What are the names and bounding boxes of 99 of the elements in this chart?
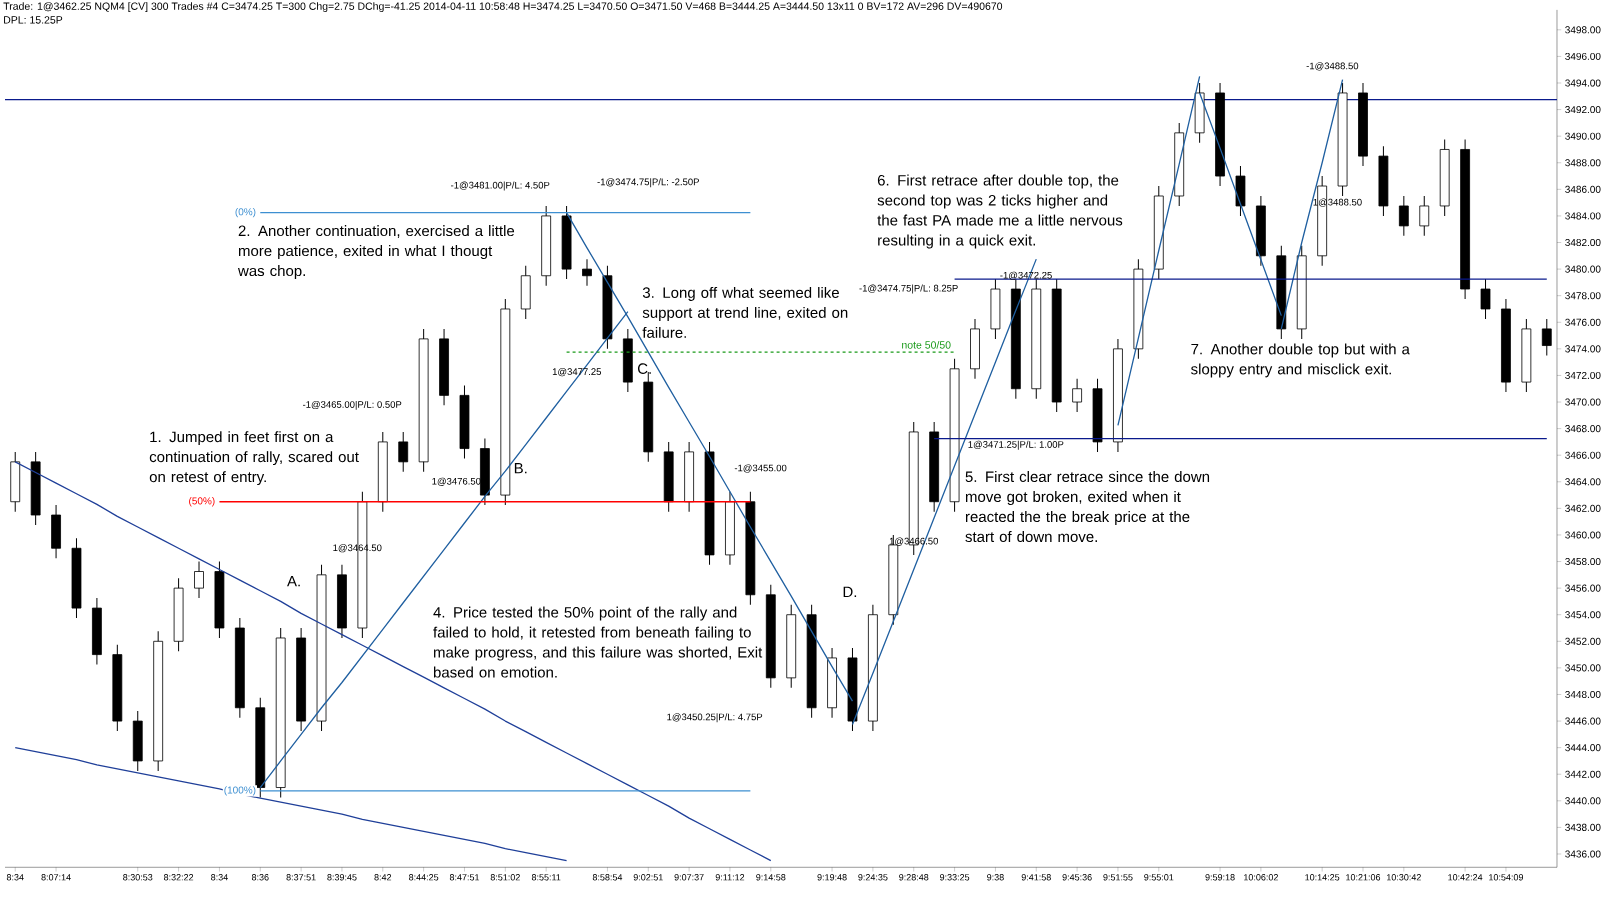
y-tick-label: 3456.00 (1565, 584, 1601, 592)
x-tick-label: 9:07:37 (674, 874, 704, 881)
annotation: 1@3471.25|P/L: 1.00P (968, 440, 1064, 450)
y-tick-label: 3478.00 (1565, 292, 1601, 300)
annotation: -1@3474.75|P/L: 8.25P (859, 284, 958, 294)
y-tick-label: 3448.00 (1565, 690, 1601, 699)
x-tick-label: 9:41:58 (1021, 874, 1051, 881)
x-tick-label: 8:44:25 (409, 874, 439, 881)
x-tick-label: 10:42:24 (1448, 874, 1483, 881)
annotation: -1@3465.00|P/L: 0.50P (302, 400, 402, 410)
annotation: 3. Long off what seemed like support at trend line, exited on failure. (642, 286, 848, 338)
x-tick-label: 8:32:22 (163, 874, 194, 881)
x-tick-label: 10:14:25 (1305, 874, 1340, 881)
series-label: note 50/50 (902, 340, 951, 349)
annotation: 6. First retrace after double top, the second top was 2 ticks higher and the fast PA made me a little nervous resulting in a quick exit. (877, 174, 1123, 249)
chart-title: Trade: 1@3462.25 NQM4 [CV] 300 Trades #4 C=3474.25 T=300 Chg=2.75 DChg=-41.25 2014-04-11 10:58:48 H=3474.25 L=3470.50 O=3471.50 V=468 B=3444.25 A=3444.50 13x11 0 BV=172 AV=296 DV=490670 (3, 2, 1003, 12)
candlestick (398, 431, 409, 473)
candlestick (1398, 195, 1409, 237)
annotation: 1. Jumped in feet first on a continuation of rally, scared out on retest of entry. (149, 431, 359, 486)
y-tick-label: 3440.00 (1565, 797, 1601, 805)
y-tick-label: 3482.00 (1565, 238, 1601, 247)
x-tick-label: 9:55:01 (1144, 874, 1174, 881)
y-tick-label: 3488.00 (1565, 159, 1601, 167)
x-tick-label: 10:30:42 (1387, 874, 1421, 881)
candlestick (1480, 278, 1491, 320)
annotation: A. (287, 576, 300, 587)
annotation: 1@3450.25|P/L: 4.75P (667, 713, 763, 723)
x-tick-label: 9:02:51 (633, 874, 663, 881)
y-tick-label: 3436.00 (1565, 850, 1601, 858)
x-tick-label: 8:34 (6, 874, 24, 881)
y-tick-label: 3466.00 (1565, 451, 1601, 459)
annotation: D. (843, 586, 857, 597)
y-tick-label: 3484.00 (1565, 212, 1601, 220)
candlestick (1419, 195, 1430, 237)
x-tick-label: 9:14:58 (756, 874, 786, 881)
y-tick-label: 3464.00 (1565, 478, 1601, 486)
x-tick-label: 8:42 (374, 874, 392, 881)
y-tick-label: 3494.00 (1565, 79, 1601, 87)
y-tick-label: 3476.00 (1565, 318, 1601, 326)
y-tick-label: 3454.00 (1565, 611, 1601, 619)
y-tick-label: 3492.00 (1565, 106, 1601, 114)
y-tick-label: 3468.00 (1565, 425, 1601, 433)
x-tick-label: 9:59:18 (1205, 874, 1235, 881)
y-tick-label: 3490.00 (1565, 132, 1601, 140)
x-tick-label: 8:07:14 (41, 874, 71, 881)
candlestick (194, 561, 204, 599)
candlestick (582, 258, 592, 287)
x-tick-label: 9:24:35 (858, 874, 888, 881)
x-tick-label: 10:21:06 (1346, 874, 1381, 881)
x-tick-label: 8:36 (251, 874, 269, 881)
annotation: 5. First clear retrace since the down move got broken, exited when it reacted the the break price at the start of down move. (965, 471, 1210, 543)
y-tick-label: 3486.00 (1565, 185, 1601, 193)
x-tick-label: 9:19:48 (817, 874, 847, 881)
annotation: -1@3488.50 (1306, 62, 1359, 71)
y-tick-label: 3498.00 (1565, 26, 1601, 34)
candlestick (1541, 318, 1552, 356)
annotation: -1@3455.00 (734, 464, 787, 473)
x-tick-label: 8:39:45 (327, 874, 357, 881)
x-tick-label: 8:51:02 (490, 874, 520, 881)
x-tick-label: 9:45:36 (1062, 874, 1092, 881)
y-tick-label: 3462.00 (1565, 504, 1601, 512)
x-tick-label: 8:58:54 (592, 874, 623, 881)
annotation: C. (637, 363, 651, 374)
annotation: 7. Another double top but with a sloppy entry and misclick exit. (1191, 343, 1410, 378)
series-label: (50%) (189, 497, 215, 507)
y-tick-label: 3470.00 (1565, 398, 1601, 406)
x-tick-label: 8:47:51 (449, 874, 480, 881)
y-tick-label: 3438.00 (1565, 823, 1601, 831)
y-tick-label: 3442.00 (1565, 770, 1601, 778)
x-tick-label: 10:54:09 (1489, 874, 1524, 881)
annotation: 2. Another continuation, exercised a little more patience, exited in what I thougt was chop. (237, 225, 515, 280)
y-tick-label: 3452.00 (1565, 637, 1601, 645)
x-tick-label: 9:33:25 (939, 874, 970, 881)
x-tick-label: 9:11:12 (715, 874, 745, 881)
annotation: -1@3474.75|P/L: -2.50P (597, 178, 699, 188)
x-tick-label: 9:28:48 (899, 874, 929, 881)
series-label: (0%) (235, 207, 256, 218)
annotation: B. (514, 463, 527, 474)
x-tick-label: 8:55:11 (531, 874, 561, 881)
annotation: 1@3464.50 (333, 544, 382, 553)
y-tick-label: 3450.00 (1565, 664, 1601, 672)
x-tick-label: 10:06:02 (1244, 874, 1278, 881)
chart-subtitle: DPL: 15.25P (4, 16, 63, 24)
annotation: -1@3481.00|P/L: 4.50P (451, 181, 550, 191)
y-tick-label: 3480.00 (1565, 265, 1601, 273)
x-tick-label: 8:30:53 (123, 874, 153, 881)
y-tick-label: 3474.00 (1565, 345, 1601, 353)
y-tick-label: 3444.00 (1565, 744, 1601, 752)
x-tick-label: 8:37:51 (286, 874, 316, 881)
y-tick-label: 3472.00 (1565, 371, 1601, 379)
y-tick-label: 3460.00 (1565, 531, 1601, 539)
x-tick-label: 8:34 (211, 874, 228, 881)
y-tick-label: 3446.00 (1565, 717, 1601, 725)
x-tick-label: 9:38 (987, 874, 1004, 881)
y-tick-label: 3496.00 (1565, 52, 1601, 60)
y-tick-label: 3458.00 (1565, 558, 1601, 566)
candlestick (1072, 378, 1082, 413)
annotation: 4. Price tested the 50% point of the rally and failed to hold, it retested from beneath failing to make progress, and this failure was shorted, Exit based on emotion. (433, 606, 763, 678)
x-tick-label: 9:51:55 (1103, 874, 1133, 881)
